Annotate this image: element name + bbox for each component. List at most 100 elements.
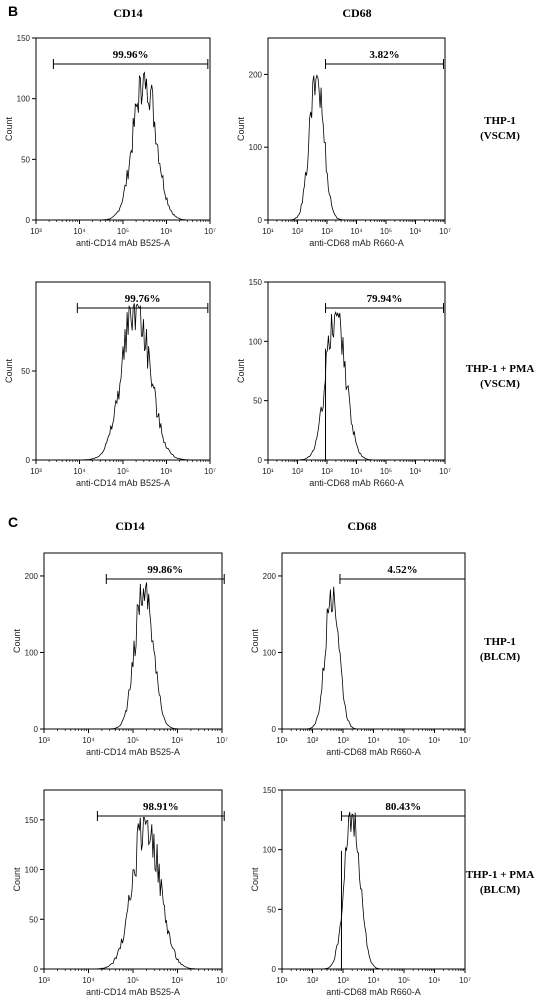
x-tick-label: 10⁶ [428,736,440,745]
histogram-line [36,71,210,221]
y-tick-label: 0 [26,216,31,225]
x-tick-label: 10⁴ [367,736,380,745]
x-tick-label: 10¹ [276,736,288,745]
histogram-cd68-thp1-pma-blcm: 0 50 100 150 Count 10¹ 10² 10³ 10⁴ 10⁵ 10⁶ 10⁷ anti-… [250,786,471,997]
histogram-cd14-thp1-vscm: 0 50 100 150 Count 10³ 10⁴ 10⁵ 10⁶ 10⁷ anti-CD14 m… [4,34,216,248]
histogram-line [282,586,465,730]
x-tick-label: 10¹ [276,976,288,985]
histogram-line [44,582,222,730]
x-tick-label: 10² [292,467,304,476]
x-tick-label: 10⁴ [73,227,86,236]
y-tick-label: 50 [253,397,262,406]
gate-percentage-label: 99.96% [113,49,149,61]
x-tick-label: 10³ [321,467,333,476]
x-tick-label: 10⁴ [350,227,363,236]
row-label-line2: (VSCM) [480,130,520,142]
column-title-cd14-c: CD14 [115,519,144,533]
y-axis-label: Count [4,359,14,384]
y-tick-label: 200 [25,572,39,581]
x-tick-label: 10³ [38,736,50,745]
y-axis-label: Count [236,117,246,142]
y-axis-label: Count [4,117,14,142]
plot-frame [267,281,446,461]
x-tick-label: 10² [307,976,319,985]
x-tick-label: 10⁶ [171,736,183,745]
x-tick-label: 10³ [30,467,42,476]
x-tick-label: 10⁶ [160,227,172,236]
x-tick-label: 10⁴ [82,976,95,985]
y-tick-label: 100 [25,866,39,875]
x-axis-label: anti-CD68 mAb R660-A [309,478,404,488]
row-label-line1: THP-1 [484,115,516,127]
y-axis-label: Count [250,629,260,654]
x-tick-label: 10⁷ [204,467,216,476]
row-label-line2: (BLCM) [480,651,521,663]
x-tick-label: 10³ [337,976,349,985]
histogram-line [36,303,210,461]
histogram-line [44,816,222,970]
histogram-cd68-thp1-vscm: 0 100 200 Count 10¹ 10² 10³ 10⁴ 10⁵ 10⁶ 10⁷ anti-CD… [236,37,451,248]
x-tick-label: 10⁵ [398,736,410,745]
y-tick-label: 150 [249,278,263,287]
x-axis-label: anti-CD68 mAb R660-A [309,238,404,248]
y-tick-label: 100 [17,95,31,104]
histogram-line [268,311,445,461]
x-tick-label: 10⁵ [117,467,129,476]
row-label-line2: (VSCM) [480,378,520,390]
x-axis-label: anti-CD14 mAb B525-A [86,747,180,757]
histogram-cd68-thp1-blcm: 0 100 200 Count 10¹ 10² 10³ 10⁴ 10⁵ 10⁶ 10⁷ anti-CD… [250,552,471,757]
x-tick-label: 10⁵ [127,736,139,745]
y-axis-label: Count [12,629,22,654]
x-tick-label: 10⁵ [380,467,392,476]
x-tick-label: 10⁷ [459,976,471,985]
y-tick-label: 50 [21,367,30,376]
x-tick-label: 10⁵ [398,976,410,985]
histogram-line [282,811,465,970]
x-tick-label: 10⁵ [117,227,129,236]
y-tick-label: 100 [263,648,277,657]
y-tick-label: 0 [34,725,39,734]
y-tick-label: 150 [17,34,31,43]
x-tick-label: 10³ [30,227,42,236]
x-tick-label: 10⁶ [409,467,421,476]
y-axis-label: Count [12,867,22,892]
row-label-line1: THP-1 + PMA [466,363,535,375]
histogram-line [268,74,445,221]
x-tick-label: 10² [292,227,304,236]
column-title-cd68-b: CD68 [342,6,371,20]
column-title-cd68-c: CD68 [347,519,376,533]
x-tick-label: 10⁶ [409,227,421,236]
x-tick-label: 10⁷ [439,467,451,476]
histogram-cd14-thp1-blcm: 0 100 200 Count 10³ 10⁴ 10⁵ 10⁶ 10⁷ anti-CD14 mAb… [12,552,228,757]
y-tick-label: 200 [263,572,277,581]
histogram-cd68-thp1-pma-vscm: 0 50 100 150 Count 10¹ 10² 10³ 10⁴ 10⁵ 10⁶ 10⁷ anti-… [236,278,451,488]
gate-percentage-label: 99.86% [147,564,183,576]
gate-percentage-label: 79.94% [367,293,403,305]
plot-frame [43,789,223,970]
x-tick-label: 10² [307,736,319,745]
x-tick-label: 10⁷ [204,227,216,236]
gate-percentage-label: 80.43% [385,801,421,813]
y-tick-label: 100 [263,846,277,855]
x-tick-label: 10⁴ [82,736,95,745]
x-axis-label: anti-CD68 mAb R660-A [326,987,421,997]
histogram-cd14-thp1-pma-vscm: 0 50 Count 10³ 10⁴ 10⁵ 10⁶ 10⁷ anti-CD14 mAb B52… [4,281,216,488]
y-tick-label: 0 [26,456,31,465]
row-label-line1: THP-1 + PMA [466,869,535,881]
x-tick-label: 10⁴ [73,467,86,476]
x-tick-label: 10⁶ [171,976,183,985]
y-tick-label: 100 [25,648,39,657]
gate-percentage-label: 3.82% [369,49,399,61]
y-tick-label: 0 [258,456,263,465]
gate-percentage-label: 99.76% [125,293,161,305]
x-axis-label: anti-CD68 mAb R660-A [326,747,421,757]
row-label-line1: THP-1 [484,636,516,648]
y-tick-label: 100 [249,143,263,152]
x-tick-label: 10⁷ [216,736,228,745]
x-tick-label: 10⁵ [127,976,139,985]
x-tick-label: 10⁷ [439,227,451,236]
x-tick-label: 10³ [337,736,349,745]
y-tick-label: 150 [25,816,39,825]
x-tick-label: 10⁷ [459,736,471,745]
